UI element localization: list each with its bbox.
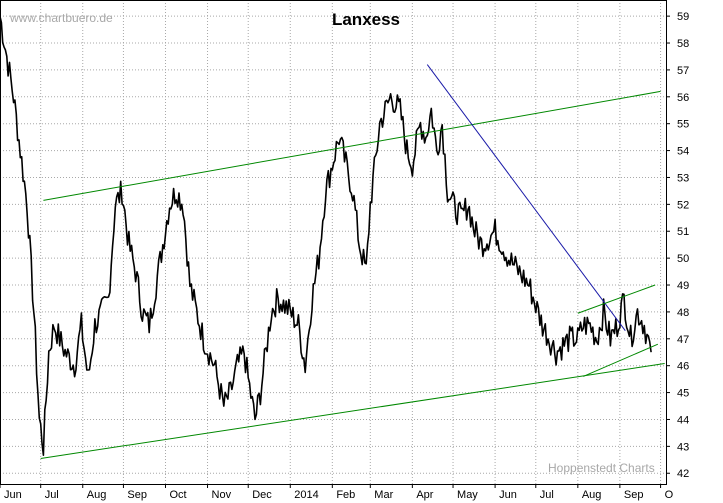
y-tick-label: 49 <box>677 280 689 292</box>
downtrend-line <box>426 64 626 332</box>
channel-line <box>577 284 656 314</box>
x-tick-label: Jul <box>45 489 59 501</box>
plot-frame <box>0 0 667 485</box>
x-tick-label: Oct <box>169 489 186 501</box>
y-tick-label: 45 <box>677 388 689 400</box>
x-axis: Jun Jul Aug Sep Oct Nov Dec 2014 Feb Mar Apr May Jun… <box>0 484 674 501</box>
channel-line <box>40 363 665 459</box>
y-tick-label: 44 <box>677 414 689 426</box>
y-tick-label: 47 <box>677 334 689 346</box>
y-tick-label: 48 <box>677 307 689 319</box>
x-tick-label: Apr <box>416 489 433 501</box>
y-tick-label: 54 <box>677 146 689 158</box>
chart-title: Lanxess <box>332 10 400 29</box>
y-axis: 42 43 44 45 46 47 48 49 50 51 52 53 54 55 56 57 58 59 <box>666 11 689 480</box>
y-tick-label: 57 <box>677 65 689 77</box>
x-tick-label: May <box>457 489 478 501</box>
y-tick-label: 51 <box>677 226 689 238</box>
y-tick-label: 50 <box>677 253 689 265</box>
y-tick-label: 59 <box>677 11 689 23</box>
watermark-top: www.chartbuero.de <box>9 11 113 25</box>
x-tick-label: Jun <box>499 489 517 501</box>
x-tick-label: Aug <box>87 489 107 501</box>
y-tick-label: 42 <box>677 468 689 480</box>
y-tick-label: 55 <box>677 119 689 131</box>
x-tick-label: Jul <box>540 489 554 501</box>
y-tick-label: 52 <box>677 199 689 211</box>
y-tick-label: 58 <box>677 38 689 50</box>
x-tick-label: Jun <box>4 489 22 501</box>
channel-line <box>43 90 661 201</box>
x-tick-label: Sep <box>127 489 147 501</box>
x-tick-label: O <box>665 489 674 501</box>
y-tick-label: 53 <box>677 172 689 184</box>
y-tick-label: 43 <box>677 441 689 453</box>
x-tick-label: Aug <box>582 489 602 501</box>
x-tick-label: Feb <box>336 489 355 501</box>
x-tick-label: Sep <box>624 489 644 501</box>
y-tick-label: 56 <box>677 92 689 104</box>
watermark-bottom: Hoppenstedt Charts <box>548 461 655 475</box>
channel-line <box>583 343 659 377</box>
y-tick-label: 46 <box>677 361 689 373</box>
x-tick-label: 2014 <box>294 489 318 501</box>
x-tick-label: Dec <box>252 489 272 501</box>
price-line <box>0 16 652 456</box>
grid <box>0 0 666 484</box>
x-tick-label: Nov <box>212 489 232 501</box>
x-tick-label: Mar <box>374 489 393 501</box>
series-layer <box>0 16 665 459</box>
